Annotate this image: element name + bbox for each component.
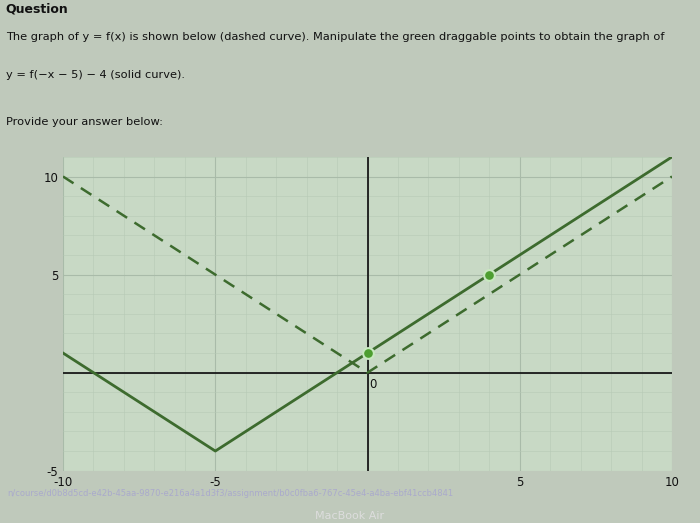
Text: Provide your answer below:: Provide your answer below: <box>6 117 162 127</box>
Text: n/course/d0b8d5cd-e42b-45aa-9870-e216a4a1d3f3/assignment/b0c0fba6-767c-45e4-a4ba: n/course/d0b8d5cd-e42b-45aa-9870-e216a4a… <box>7 489 453 498</box>
Text: y = f(−x − 5) − 4 (solid curve).: y = f(−x − 5) − 4 (solid curve). <box>6 70 185 81</box>
Text: Question: Question <box>6 3 69 16</box>
Text: MacBook Air: MacBook Air <box>316 511 384 521</box>
Point <box>484 270 495 279</box>
Point <box>362 349 373 357</box>
Text: The graph of y = f(x) is shown below (dashed curve). Manipulate the green dragga: The graph of y = f(x) is shown below (da… <box>6 32 664 42</box>
Text: 0: 0 <box>370 378 377 391</box>
